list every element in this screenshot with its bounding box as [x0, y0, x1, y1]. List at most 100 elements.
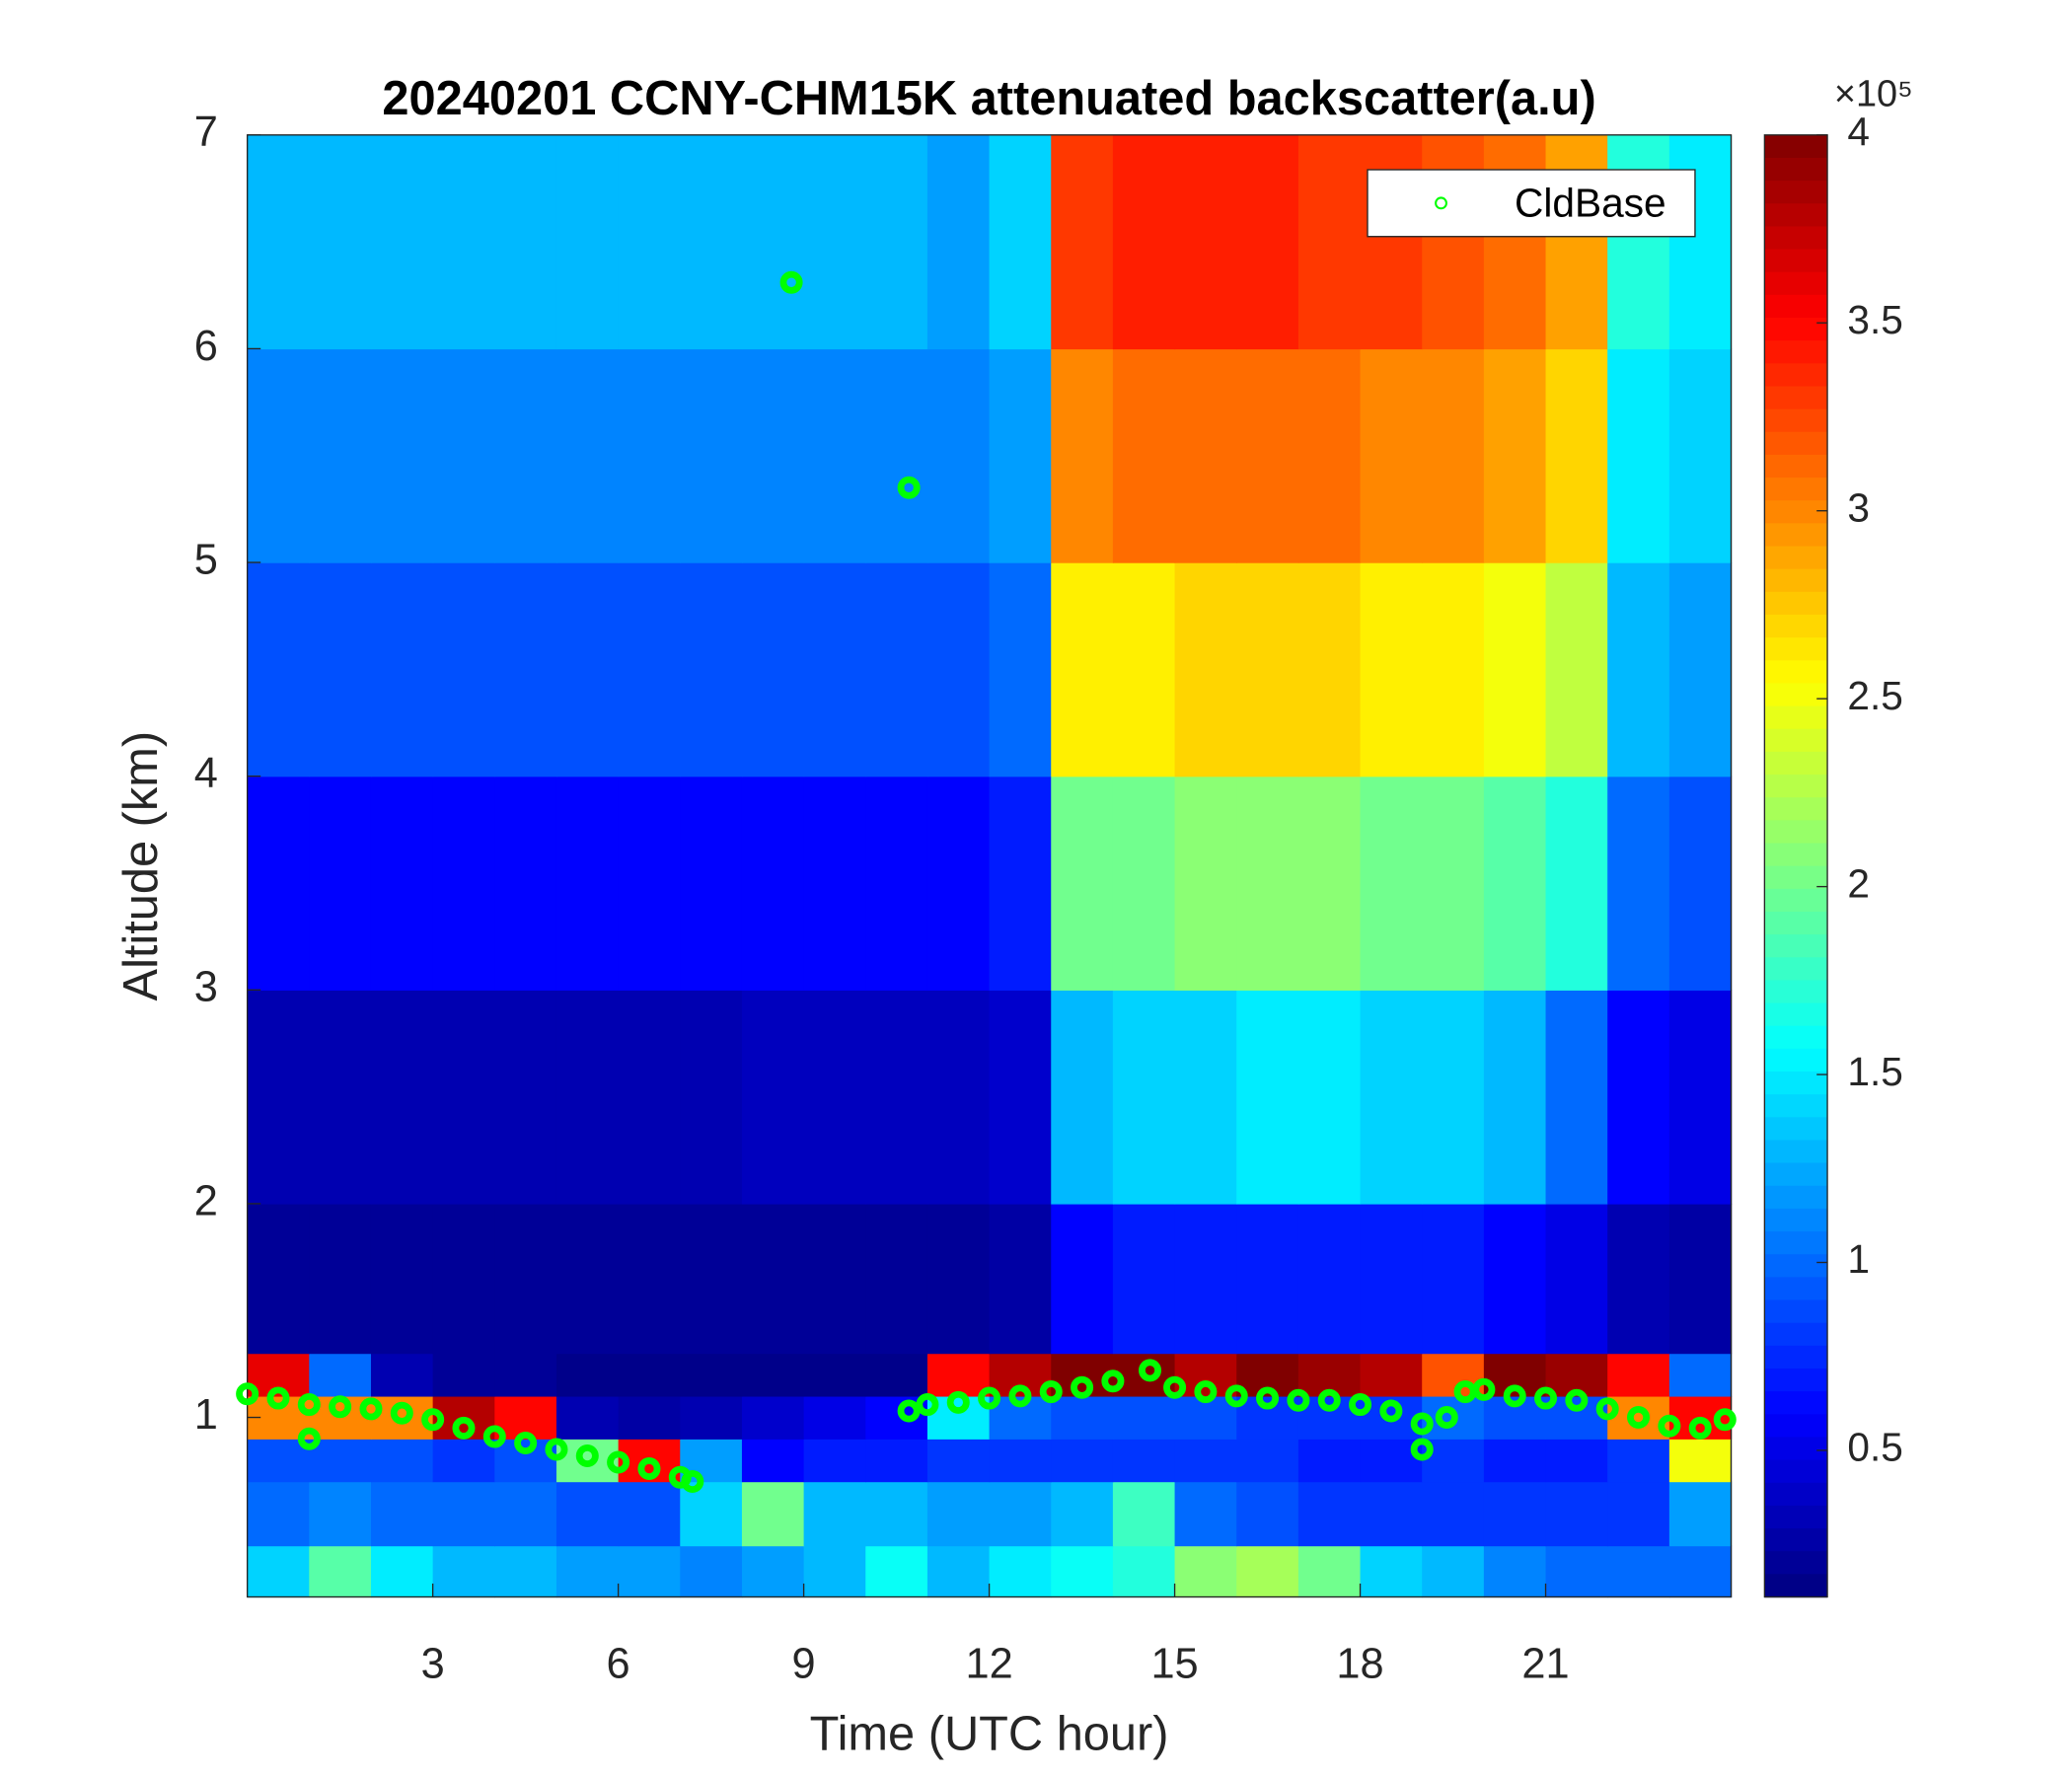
heatmap-cell	[803, 1545, 866, 1598]
heatmap-cell	[555, 348, 620, 563]
x-tick-label: 3	[421, 1640, 445, 1687]
colorbar-swatch	[1764, 705, 1828, 730]
heatmap-cell	[432, 1203, 495, 1355]
heatmap-cell	[494, 1481, 557, 1547]
heatmap-cell	[432, 1439, 495, 1483]
heatmap-cell	[926, 1481, 991, 1547]
chart-title: 20240201 CCNY-CHM15K attenuated backscat…	[382, 72, 1595, 125]
heatmap-cell	[926, 134, 991, 350]
heatmap-cell	[1236, 776, 1299, 991]
cloud-base-point	[1595, 1397, 1619, 1421]
heatmap-cell	[680, 1203, 743, 1355]
heatmap-cell	[555, 1395, 620, 1440]
heatmap-cell	[680, 1545, 743, 1598]
colorbar-tick-label: 1.5	[1847, 1049, 1902, 1094]
cloud-base-point	[575, 1444, 599, 1468]
heatmap-cell	[309, 1545, 372, 1598]
heatmap-cell	[432, 1481, 495, 1547]
heatmap-cell	[432, 776, 495, 991]
cloud-base-point	[359, 1397, 383, 1421]
cloud-base-point	[1256, 1386, 1280, 1410]
heatmap-cell	[989, 776, 1052, 991]
heatmap-cell	[1422, 1481, 1485, 1547]
heatmap-cell	[926, 1545, 991, 1598]
heatmap-cell	[432, 1353, 495, 1397]
heatmap-cell	[1607, 990, 1670, 1205]
cloud-base-point	[946, 1390, 970, 1414]
heatmap-cell	[1545, 776, 1608, 991]
colorbar-swatch	[1764, 1048, 1828, 1073]
cloud-base-point	[1194, 1380, 1218, 1404]
heatmap-cell	[1297, 134, 1362, 350]
colorbar-swatch	[1764, 660, 1828, 685]
colorbar-tick-label: 2	[1847, 860, 1870, 906]
colorbar-swatch	[1764, 911, 1828, 935]
cloud-base-point	[390, 1401, 413, 1425]
x-tick-label: 6	[607, 1640, 630, 1687]
cloud-base-point	[514, 1432, 538, 1455]
heatmap-cell	[555, 134, 620, 350]
cloud-base-point	[452, 1416, 476, 1440]
colorbar-swatch	[1764, 1459, 1828, 1484]
heatmap-cell	[1545, 134, 1608, 350]
legend-box	[1367, 169, 1696, 238]
colorbar-swatch	[1764, 1094, 1828, 1118]
heatmap-cell	[1174, 1395, 1237, 1440]
heatmap-cell	[803, 776, 866, 991]
heatmap-cell	[741, 562, 805, 777]
heatmap-cell	[1236, 1545, 1299, 1598]
heatmap-cell	[1360, 1545, 1423, 1598]
heatmap-cell	[1422, 1545, 1485, 1598]
heatmap-cell	[1112, 990, 1176, 1205]
heatmap-cell	[1297, 1203, 1362, 1355]
heatmap-cell	[1545, 562, 1608, 777]
colorbar-swatch	[1764, 683, 1828, 707]
colorbar-swatch	[1764, 591, 1828, 616]
heatmap-cell	[989, 1439, 1052, 1483]
heatmap-cell	[680, 348, 743, 563]
cloud-base-point	[1163, 1375, 1187, 1399]
y-tick-label: 1	[194, 1391, 218, 1439]
colorbar-swatch	[1764, 157, 1828, 182]
heatmap-cell	[247, 1439, 310, 1483]
heatmap-cell	[247, 1481, 310, 1547]
heatmap-cell	[1112, 1545, 1176, 1598]
heatmap-cell	[1112, 1395, 1176, 1440]
colorbar-swatch	[1764, 500, 1828, 525]
colorbar-swatch	[1764, 957, 1828, 982]
heatmap-cell	[555, 776, 620, 991]
colorbar-swatch	[1764, 1391, 1828, 1415]
y-tick-label: 6	[194, 323, 218, 370]
heatmap-cell	[803, 1353, 866, 1397]
heatmap-cell	[1174, 776, 1237, 991]
x-tick-label: 12	[965, 1640, 1012, 1687]
legend-label: CldBase	[1515, 180, 1666, 225]
heatmap-cell	[370, 1545, 434, 1598]
heatmap-cell	[680, 134, 743, 350]
heatmap-cell	[1236, 990, 1299, 1205]
heatmap-cell	[432, 348, 495, 563]
heatmap-cell	[1422, 134, 1485, 350]
heatmap-cell	[1174, 348, 1237, 563]
heatmap-cell	[1483, 348, 1547, 563]
colorbar-swatch	[1764, 478, 1828, 501]
heatmap-cell	[865, 1545, 928, 1598]
heatmap-cell	[1360, 1481, 1423, 1547]
heatmap-cell	[989, 348, 1052, 563]
colorbar-tick-label: 0.5	[1847, 1425, 1902, 1470]
heatmap-cell	[1174, 1203, 1237, 1355]
heatmap-cell	[618, 1395, 681, 1440]
colorbar-swatch	[1764, 797, 1828, 822]
heatmap-cell	[370, 134, 434, 350]
heatmap-cell	[555, 1481, 620, 1547]
heatmap-cell	[309, 562, 372, 777]
heatmap-cell	[680, 1395, 743, 1440]
colorbar-swatch	[1764, 1185, 1828, 1210]
colorbar-swatch	[1764, 980, 1828, 1004]
cloud-base-point	[1627, 1406, 1651, 1430]
heatmap-cell	[926, 562, 991, 777]
y-tick-label: 4	[194, 750, 218, 797]
cloud-base-point	[1565, 1388, 1589, 1412]
heatmap-cell	[555, 1203, 620, 1355]
heatmap-cell	[803, 990, 866, 1205]
